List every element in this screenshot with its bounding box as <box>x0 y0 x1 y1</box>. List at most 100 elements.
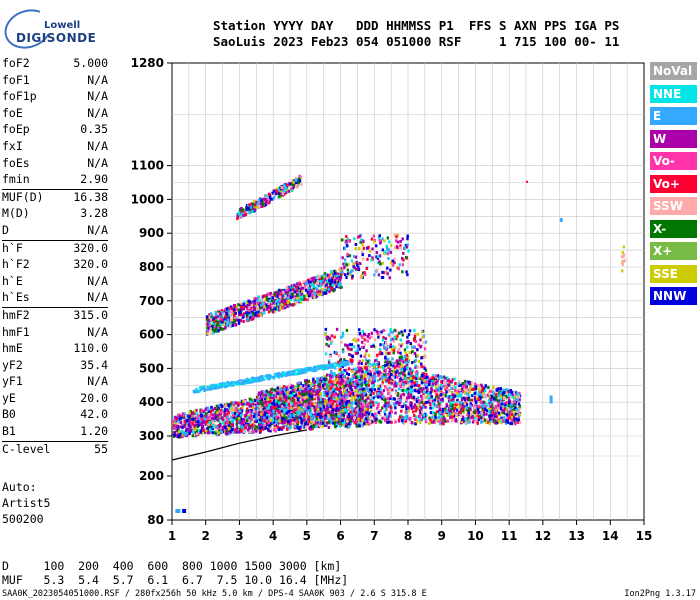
echo-point <box>180 429 184 433</box>
echo-point <box>297 383 300 387</box>
echo-point <box>332 405 336 409</box>
echo-point <box>331 408 335 412</box>
lowell-digisonde-logo: Lowell DIGISONDE <box>0 2 96 56</box>
echo-point <box>324 423 327 427</box>
echo-point <box>395 364 399 368</box>
echo-point <box>494 404 497 408</box>
echo-point <box>495 388 498 392</box>
echo-point <box>189 429 192 433</box>
echo-point <box>338 424 342 428</box>
echo-point <box>293 398 296 402</box>
echo-point <box>380 330 383 334</box>
echo-point <box>230 427 234 431</box>
echo-point <box>220 403 223 407</box>
echo-point <box>411 345 414 349</box>
echo-point <box>327 344 331 348</box>
echo-point <box>357 369 360 373</box>
echo-point <box>395 337 399 341</box>
echo-point <box>503 407 507 411</box>
echo-point <box>409 420 412 424</box>
echo-point <box>311 402 314 406</box>
echo-point <box>392 402 396 406</box>
echo-point <box>258 420 261 424</box>
echo-point <box>456 398 459 402</box>
echo-point <box>502 419 505 423</box>
echo-point <box>449 406 452 410</box>
echo-point <box>360 409 363 413</box>
echo-point <box>245 423 249 427</box>
echo-point <box>305 420 308 424</box>
echo-point <box>488 418 492 422</box>
echo-point <box>413 336 417 340</box>
x-tick-label: 1 <box>168 529 176 543</box>
echo-point <box>323 377 326 381</box>
echo-point <box>289 413 292 417</box>
echo-point <box>348 352 351 356</box>
echo-point <box>317 383 320 387</box>
echo-point <box>261 406 264 410</box>
echo-point <box>396 400 399 404</box>
echo-point <box>214 411 217 415</box>
echo-point <box>484 389 487 393</box>
param-name: B1 <box>2 424 16 439</box>
echo-point <box>411 349 414 353</box>
echo-point <box>267 408 270 412</box>
echo-point <box>440 393 443 397</box>
echo-point <box>456 392 459 396</box>
echo-point <box>272 399 276 403</box>
echo-point <box>196 420 200 424</box>
echo-point <box>422 378 426 382</box>
echo-point <box>372 396 375 400</box>
echo-point <box>207 412 211 416</box>
echo-point <box>487 386 490 390</box>
echo-point <box>232 417 236 421</box>
echo-point <box>257 391 261 395</box>
echo-point <box>406 355 410 359</box>
echo-point <box>462 419 465 423</box>
echo-point <box>217 429 221 433</box>
param-value: N/A <box>87 72 108 87</box>
echo-point <box>191 411 194 415</box>
echo-point <box>381 395 384 399</box>
echo-point <box>354 411 357 415</box>
echo-point <box>418 409 422 413</box>
echo-point <box>429 418 432 422</box>
echo-point <box>238 409 241 413</box>
echo-point <box>385 405 388 409</box>
echo-point <box>265 418 268 422</box>
echo-point <box>484 420 488 424</box>
echo-point <box>412 381 415 385</box>
echo-point <box>334 383 337 387</box>
echo-point <box>414 422 417 426</box>
x-tick-label: 2 <box>202 529 210 543</box>
echo-point <box>248 403 251 407</box>
echo-point <box>316 389 319 393</box>
echo-point <box>414 358 418 362</box>
echo-point <box>331 402 334 406</box>
echo-point <box>305 395 308 399</box>
echo-point <box>269 396 272 400</box>
param-name: foF1 <box>2 72 30 87</box>
echo-point <box>508 412 511 416</box>
param-row: hmF2 315.0 <box>2 306 108 325</box>
echo-point <box>494 413 497 417</box>
echo-point <box>312 420 315 424</box>
echo-point <box>316 421 319 425</box>
echo-point <box>183 419 186 423</box>
echo-point <box>242 429 245 433</box>
echo-point <box>251 402 254 406</box>
echo-point <box>363 399 367 403</box>
echo-point <box>340 393 343 397</box>
echo-point <box>392 361 395 365</box>
echo-point <box>287 416 290 420</box>
echo-point <box>393 328 396 332</box>
echo-point <box>497 387 501 391</box>
echo-point <box>280 391 283 395</box>
echo-point <box>387 357 390 361</box>
echo-point <box>407 358 411 362</box>
echo-point <box>226 409 229 413</box>
echo-point <box>274 391 277 395</box>
legend-item-ssw: SSW <box>650 197 697 215</box>
echo-point <box>348 377 351 381</box>
x-tick-label: 10 <box>467 529 484 543</box>
